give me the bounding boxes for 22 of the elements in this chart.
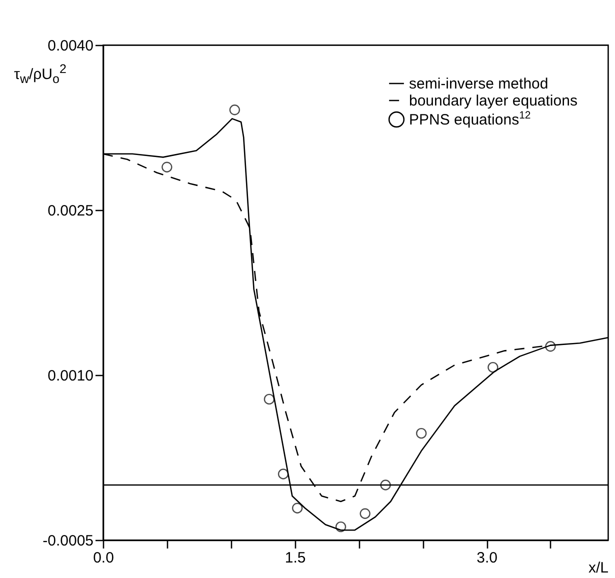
y-tick-label: -0.0005 (42, 532, 94, 550)
y-tick-label: 0.0025 (48, 202, 94, 220)
x-tick-label: 3.0 (476, 550, 498, 566)
point (545, 341, 556, 352)
point (278, 468, 289, 480)
point (292, 502, 303, 514)
point (264, 394, 275, 405)
point (162, 162, 172, 172)
legend-label: boundary layer equations (409, 92, 578, 110)
x-tick-label: 0.0 (93, 550, 114, 566)
point (380, 480, 391, 490)
x-axis-title: x/L (588, 560, 608, 576)
point (335, 521, 346, 532)
y-tick-label: 0.0010 (48, 368, 94, 384)
y-tick-label: 0.0040 (48, 38, 94, 54)
point (488, 362, 498, 373)
legend-label: PPNS equations$^{12}$ (409, 110, 531, 128)
point (360, 508, 370, 519)
point (229, 104, 240, 116)
legend-label: semi-inverse method (409, 76, 548, 92)
x-tick-label: 1.5 (284, 550, 306, 566)
point (416, 428, 427, 439)
